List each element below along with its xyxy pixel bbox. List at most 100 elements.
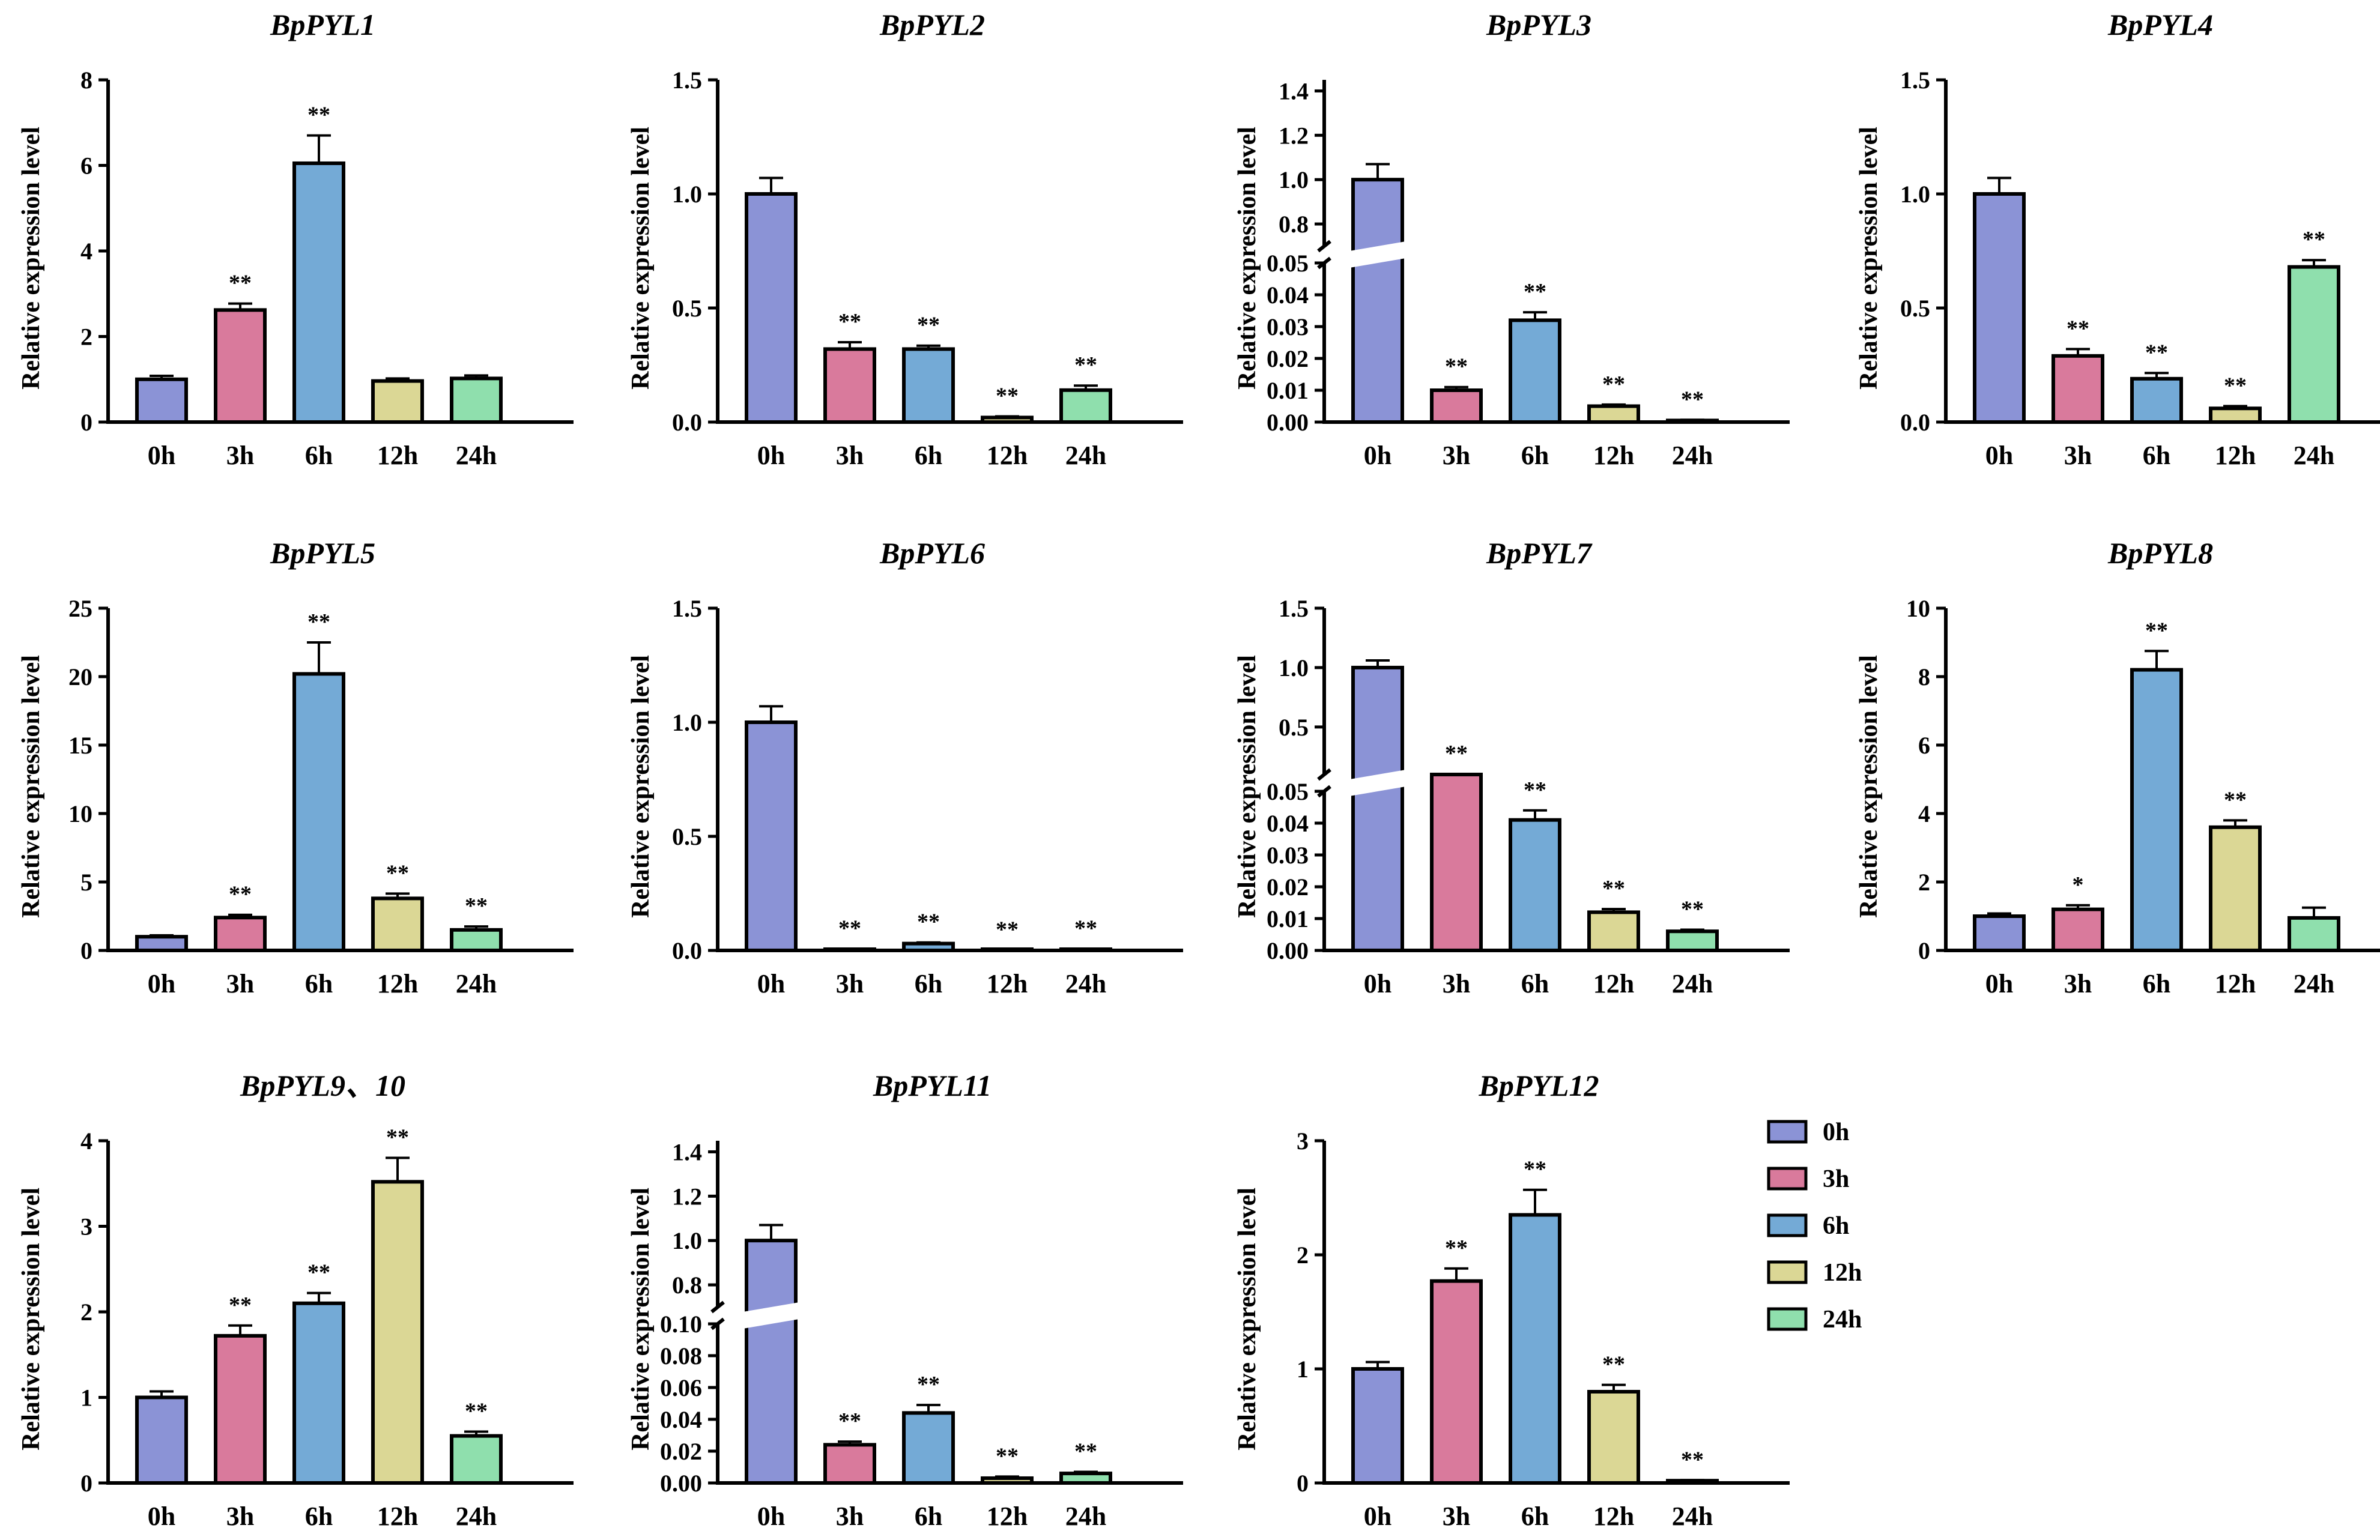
significance-label: **: [229, 1293, 252, 1318]
legend-swatch: [1767, 1213, 1808, 1237]
bar: [292, 672, 345, 952]
x-tick-label: 6h: [305, 1502, 333, 1531]
panel-title: BpPYL4: [2107, 8, 2213, 41]
x-tick-label: 0h: [1364, 969, 1391, 998]
y-axis-label: Relative expression level: [627, 127, 655, 390]
y-tick-label: 0.04: [1267, 282, 1309, 309]
x-tick-label: 12h: [377, 969, 418, 998]
y-tick-label: 0.0: [672, 409, 702, 436]
bar: [981, 947, 1034, 952]
chart-panel: BpPYL6 Relative expression level 0.0 0.5 1.0…: [627, 536, 1183, 998]
significance-label: **: [307, 609, 330, 635]
y-tick-label: 0.08: [660, 1342, 702, 1369]
x-tick-label: 3h: [1443, 1502, 1470, 1531]
x-tick-label: 6h: [305, 441, 333, 470]
y-tick-label: 2: [80, 1299, 92, 1326]
significance-label: **: [2067, 316, 2089, 341]
bar: [1509, 818, 1561, 952]
y-tick-label: 0.05: [1267, 250, 1309, 277]
bar: [2209, 406, 2262, 424]
bar: [1666, 929, 1719, 952]
bar: [135, 377, 188, 424]
x-tick-label: 24h: [2294, 441, 2334, 470]
x-tick-label: 0h: [757, 1502, 785, 1531]
x-tick-label: 6h: [1521, 1502, 1549, 1531]
y-axis-label: Relative expression level: [17, 127, 45, 390]
bar: [745, 1239, 798, 1485]
significance-label: **: [917, 910, 940, 935]
legend-label: 24h: [1823, 1306, 1862, 1333]
bar: [1430, 773, 1483, 952]
y-tick-label: 1: [80, 1384, 92, 1412]
y-tick-label: 2: [1918, 869, 1930, 896]
legend: 0h 3h 6h 12h 24h: [1767, 1119, 1862, 1333]
y-tick-label: 1.0: [1279, 654, 1309, 681]
bar: [1587, 910, 1640, 953]
axis-break-mark: [1317, 240, 1331, 253]
y-tick-label: 1.0: [672, 1227, 702, 1254]
y-tick-label: 0: [80, 1470, 92, 1497]
chart-panel: BpPYL8 Relative expression level 0 2 4 6 8 10 0h…: [1855, 536, 2380, 998]
panel-title: BpPYL2: [879, 8, 985, 41]
significance-label: **: [1524, 1157, 1546, 1182]
chart-panel: BpPYL1 Relative expression level 0 2 4 6 8 0h **…: [17, 8, 574, 470]
y-axis-label: Relative expression level: [17, 1188, 45, 1451]
y-tick-label: 0.0: [1900, 409, 1930, 436]
chart-panel: BpPYL2 Relative expression level 0.0 0.5 1.0…: [627, 8, 1183, 470]
x-tick-label: 6h: [1521, 969, 1549, 998]
bar: [292, 161, 345, 424]
bar: [1587, 1390, 1640, 1485]
axis-break-mark: [710, 1300, 725, 1314]
y-tick-label: 0.8: [672, 1272, 702, 1299]
y-tick-label: 4: [80, 238, 92, 265]
x-tick-label: 3h: [836, 1502, 864, 1531]
x-tick-label: 3h: [836, 441, 864, 470]
panel-title: BpPYL1: [270, 8, 375, 41]
bar: [745, 720, 798, 952]
bar: [1973, 192, 2026, 424]
significance-label: **: [1445, 741, 1468, 766]
bar: [1587, 404, 1640, 424]
bar: [1509, 1213, 1561, 1485]
bar: [2051, 907, 2104, 952]
y-tick-label: 0.8: [1279, 211, 1309, 238]
bar: [902, 1411, 955, 1485]
bar: [135, 1395, 188, 1485]
significance-label: **: [386, 860, 409, 886]
bar: [371, 1180, 424, 1485]
bar: [2288, 916, 2340, 952]
legend-label: 12h: [1823, 1259, 1862, 1287]
bar: [2130, 668, 2183, 952]
bar: [1973, 914, 2026, 952]
x-tick-label: 0h: [148, 441, 175, 470]
y-axis-label: Relative expression level: [17, 655, 45, 918]
x-tick-label: 3h: [226, 441, 254, 470]
x-tick-label: 12h: [2215, 969, 2256, 998]
x-tick-label: 3h: [226, 1502, 254, 1531]
significance-label: **: [1681, 387, 1704, 412]
x-tick-label: 0h: [148, 1502, 175, 1531]
significance-label: **: [1602, 372, 1625, 397]
bar: [2051, 354, 2104, 424]
y-tick-label: 0: [1297, 1470, 1309, 1497]
x-tick-label: 12h: [987, 969, 1028, 998]
y-tick-label: 10: [68, 800, 92, 827]
x-tick-label: 24h: [1065, 969, 1106, 998]
y-axis-label: Relative expression level: [1234, 1188, 1261, 1451]
y-tick-label: 8: [1918, 663, 1930, 690]
legend-swatch: [1767, 1167, 1808, 1191]
x-tick-label: 6h: [305, 969, 333, 998]
bar: [214, 1333, 267, 1485]
x-tick-label: 12h: [377, 441, 418, 470]
bar: [1351, 178, 1404, 424]
y-tick-label: 4: [80, 1128, 92, 1155]
x-tick-label: 0h: [1364, 441, 1391, 470]
x-tick-label: 3h: [2064, 441, 2092, 470]
x-tick-label: 6h: [2143, 441, 2170, 470]
bar: [981, 1476, 1034, 1485]
significance-label: **: [838, 309, 861, 334]
chart-panel: BpPYL9、10 Relative expression level 0 1 2 3 4 0…: [17, 1069, 574, 1531]
y-tick-label: 0.00: [1267, 937, 1309, 964]
y-tick-label: 10: [1906, 595, 1930, 622]
